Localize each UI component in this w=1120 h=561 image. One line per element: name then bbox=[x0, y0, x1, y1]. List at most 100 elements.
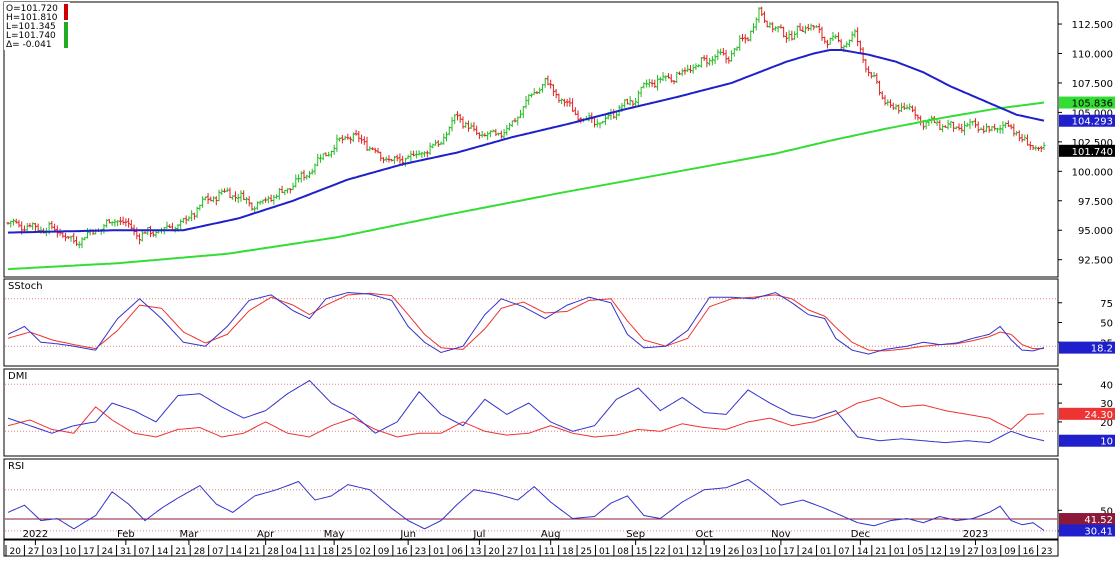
price-bar bbox=[746, 36, 750, 42]
slow-moving-average-line bbox=[7, 101, 1045, 271]
dmi-axis-tick-label: 40 bbox=[1100, 380, 1113, 391]
price-axis-tick-label: 95.000 bbox=[1078, 226, 1113, 237]
price-bar bbox=[683, 67, 687, 75]
price-bar bbox=[206, 192, 210, 204]
stoch-title: SStoch bbox=[8, 281, 43, 292]
price-bar bbox=[702, 55, 706, 61]
price-bar bbox=[439, 141, 443, 146]
price-bar bbox=[138, 233, 142, 245]
price-bar bbox=[727, 56, 731, 64]
stoch-axis-tick-label: 50 bbox=[1100, 319, 1113, 330]
day-label: 28 bbox=[267, 547, 279, 557]
day-label: 27 bbox=[28, 547, 39, 557]
price-bar bbox=[85, 227, 89, 239]
price-bar bbox=[804, 25, 808, 34]
price-bar bbox=[831, 31, 835, 42]
price-bar bbox=[105, 218, 109, 228]
price-bar bbox=[894, 103, 898, 110]
day-label: 01 bbox=[894, 547, 905, 557]
price-bar bbox=[913, 106, 917, 120]
price-bar bbox=[64, 232, 68, 242]
price-bar bbox=[11, 218, 15, 226]
price-bar bbox=[850, 31, 854, 43]
price-bar bbox=[667, 73, 671, 79]
price-bar bbox=[124, 218, 128, 227]
fast-moving-average-line bbox=[7, 49, 1045, 234]
price-bar bbox=[795, 25, 799, 38]
price-bar bbox=[445, 131, 449, 142]
day-label: 23 bbox=[1041, 547, 1052, 557]
day-label: 16 bbox=[396, 547, 408, 557]
dmi-panel bbox=[3, 368, 1059, 457]
price-bar bbox=[127, 218, 131, 228]
price-bar bbox=[571, 98, 575, 112]
price-bar bbox=[1009, 124, 1013, 130]
day-label: 09 bbox=[1004, 547, 1016, 557]
price-bar bbox=[757, 7, 761, 23]
price-bar bbox=[376, 147, 380, 154]
price-axis-tick-label: 110.000 bbox=[1072, 49, 1113, 60]
price-bar bbox=[773, 26, 777, 31]
low-value-2: L=101.740 bbox=[6, 31, 56, 41]
stoch-last-label-bg bbox=[1059, 341, 1115, 354]
fast-ma-last-label-bg bbox=[1059, 114, 1115, 127]
month-label: Apr bbox=[257, 529, 275, 540]
price-bar bbox=[1042, 142, 1046, 151]
rsi-last-label: 30.41 bbox=[1084, 526, 1113, 537]
price-bar bbox=[741, 33, 745, 42]
price-bar bbox=[299, 171, 303, 183]
month-label: Aug bbox=[541, 529, 561, 540]
price-bar bbox=[69, 235, 73, 242]
price-bar bbox=[409, 150, 413, 162]
day-label: 16 bbox=[1023, 547, 1035, 557]
price-bar bbox=[351, 132, 355, 143]
price-bar bbox=[905, 104, 909, 110]
price-plot: 112.500 110.000 107.500 105.000 102.500 100.0… bbox=[6, 6, 1115, 271]
price-bar bbox=[508, 122, 512, 131]
month-label: Nov bbox=[771, 529, 791, 540]
month-label: Oct bbox=[695, 529, 712, 540]
day-label: 08 bbox=[617, 547, 629, 557]
price-bar bbox=[149, 225, 153, 238]
price-bar bbox=[647, 78, 651, 88]
day-label: 04 bbox=[286, 547, 298, 557]
price-bar bbox=[793, 31, 797, 40]
day-label: 13 bbox=[470, 547, 481, 557]
day-label: 02 bbox=[359, 547, 370, 557]
last-price-label-bg bbox=[1059, 144, 1115, 157]
day-label: 07 bbox=[838, 547, 849, 557]
day-label: 21 bbox=[249, 547, 260, 557]
stoch-panel bbox=[3, 278, 1059, 367]
price-bar bbox=[362, 136, 366, 145]
price-bar bbox=[984, 123, 988, 133]
day-label: 07 bbox=[212, 547, 223, 557]
price-bar bbox=[560, 98, 564, 105]
price-bar bbox=[946, 119, 950, 130]
price-bar bbox=[801, 26, 805, 33]
day-label: 26 bbox=[728, 547, 740, 557]
price-bar bbox=[653, 79, 657, 89]
day-label: 24 bbox=[102, 547, 114, 557]
rsi-title: RSI bbox=[8, 461, 24, 472]
stoch-d-line bbox=[7, 292, 1044, 352]
price-bar bbox=[529, 93, 533, 98]
day-label: 11 bbox=[304, 547, 315, 557]
rsi-line bbox=[7, 478, 1045, 531]
month-label: Jun bbox=[399, 529, 416, 540]
price-bar bbox=[779, 24, 783, 29]
open-value: O=101.720 bbox=[6, 4, 58, 14]
price-bar bbox=[428, 142, 432, 155]
day-label: 10 bbox=[765, 547, 777, 557]
day-label: 01 bbox=[673, 547, 684, 557]
price-bar bbox=[565, 98, 569, 107]
price-bar bbox=[1039, 145, 1043, 153]
down-color-swatch bbox=[64, 22, 68, 48]
price-bar bbox=[916, 114, 920, 121]
price-bar bbox=[244, 197, 248, 205]
price-bar bbox=[118, 216, 122, 226]
price-bar bbox=[910, 105, 914, 113]
price-bar bbox=[971, 120, 975, 126]
